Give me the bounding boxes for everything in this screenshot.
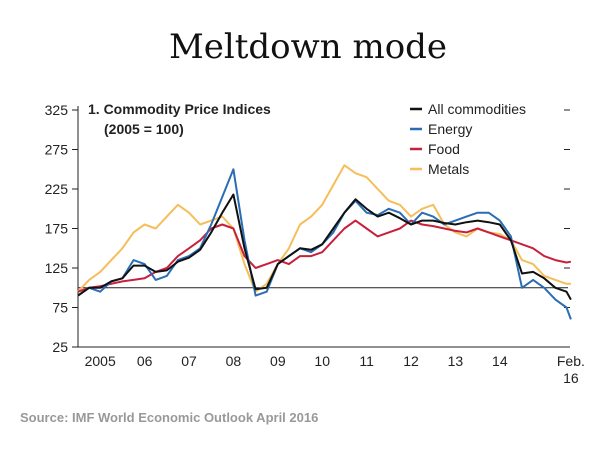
x-tick-label: 10 — [314, 353, 330, 369]
y-tick-label: 125 — [45, 260, 69, 276]
x-tick-label: 12 — [403, 353, 419, 369]
x-tick-label: Feb. 16 — [557, 353, 585, 386]
x-tick-label: 09 — [270, 353, 286, 369]
y-tick-label: 25 — [52, 339, 68, 355]
series-line — [77, 193, 572, 301]
y-tick-label: 275 — [45, 142, 69, 158]
x-tick-label: 14 — [492, 353, 508, 369]
x-tick-label: 07 — [181, 353, 197, 369]
panel-subtitle: (2005 = 100) — [104, 121, 184, 137]
panel-title: 1. Commodity Price Indices — [88, 101, 271, 117]
legend-label: Energy — [428, 121, 472, 137]
legend-label: Metals — [428, 161, 469, 177]
chart-title: Meltdown mode — [169, 27, 447, 67]
x-tick-label: 08 — [226, 353, 242, 369]
x-tick-label: 2005 — [85, 353, 116, 369]
y-tick-label: 175 — [45, 221, 69, 237]
x-tick-label: 13 — [448, 353, 464, 369]
y-tick-label: 75 — [52, 300, 68, 316]
y-tick-label: 325 — [45, 102, 69, 118]
x-tick-label: 06 — [137, 353, 153, 369]
y-tick-label: 225 — [45, 181, 69, 197]
x-tick-label: 11 — [359, 353, 374, 369]
series-line — [77, 219, 572, 293]
legend-label: Food — [428, 141, 460, 157]
source: Source: IMF World Economic Outlook April… — [20, 410, 318, 425]
series-line — [77, 164, 571, 293]
legend-label: All commodities — [428, 101, 526, 117]
series-line — [77, 168, 572, 320]
